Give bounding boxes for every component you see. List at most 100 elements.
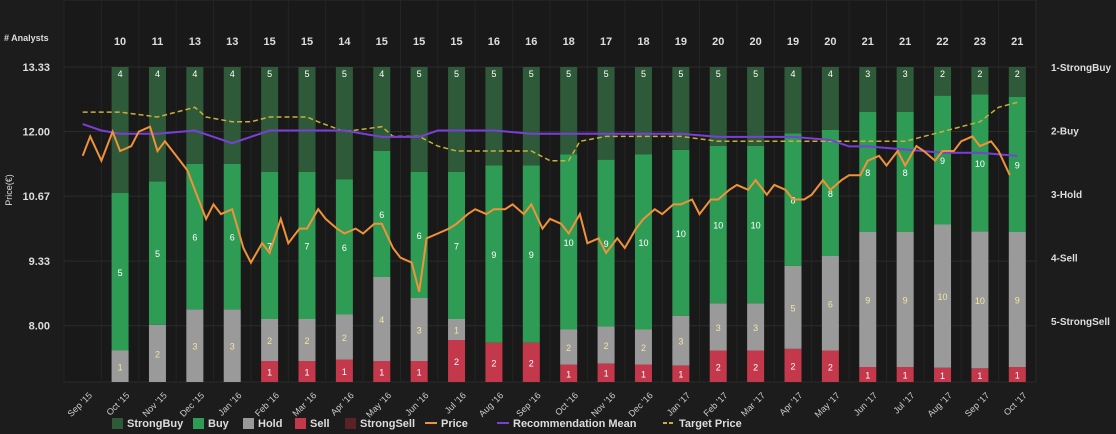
bar-strongbuy xyxy=(148,67,166,182)
bar-value-label: 10 xyxy=(676,229,686,239)
analyst-count: 19 xyxy=(787,36,799,48)
bar-sell xyxy=(709,350,727,382)
bar-hold xyxy=(223,309,241,382)
legend-swatch xyxy=(345,418,356,429)
bar-value-label: 6 xyxy=(417,231,422,241)
bar-hold xyxy=(448,319,466,340)
bar-sell xyxy=(373,361,391,382)
bar-strongbuy xyxy=(448,67,466,172)
bar-value-label: 3 xyxy=(716,323,721,333)
bar-value-label: 1 xyxy=(304,368,309,378)
analysts-axis-label: # Analysts xyxy=(4,33,49,43)
bar-value-label: 5 xyxy=(342,69,347,79)
bar-buy xyxy=(148,181,166,325)
bar-hold xyxy=(597,326,615,364)
analyst-count: 21 xyxy=(899,36,911,48)
bar-hold xyxy=(896,232,914,367)
bar-sell xyxy=(448,340,466,382)
bar-value-label: 4 xyxy=(379,69,384,79)
bar-value-label: 10 xyxy=(975,296,985,306)
bar-value-label: 5 xyxy=(267,69,272,79)
bar-strongbuy xyxy=(522,67,540,166)
bar-value-label: 6 xyxy=(379,210,384,220)
legend-label: Target Price xyxy=(679,418,742,430)
bar-strongbuy xyxy=(261,67,279,172)
bar-value-label: 1 xyxy=(641,369,646,379)
analyst-count: 10 xyxy=(114,36,126,48)
bar-value-label: 5 xyxy=(678,69,683,79)
bar-value-label: 3 xyxy=(903,69,908,79)
bar-value-label: 5 xyxy=(753,69,758,79)
bar-value-label: 3 xyxy=(753,323,758,333)
bar-value-label: 6 xyxy=(342,243,347,253)
analyst-count: 15 xyxy=(376,36,388,48)
bar-strongbuy xyxy=(373,67,391,151)
bar-value-label: 8 xyxy=(828,189,833,199)
analyst-count: 21 xyxy=(1011,36,1023,48)
bar-strongbuy xyxy=(597,67,615,160)
bar-sell xyxy=(410,361,428,382)
bar-value-label: 1 xyxy=(903,371,908,381)
bar-value-label: 3 xyxy=(230,342,235,352)
analyst-count: 15 xyxy=(450,36,462,48)
bar-value-label: 5 xyxy=(529,69,534,79)
legend-label: StrongBuy xyxy=(127,418,184,430)
bar-buy xyxy=(448,172,466,319)
bar-value-label: 9 xyxy=(940,156,945,166)
bar-sell xyxy=(1008,367,1026,382)
bar-value-label: 9 xyxy=(1015,161,1020,171)
bar-value-label: 1 xyxy=(940,371,945,381)
bar-sell xyxy=(971,368,989,382)
analyst-count: 13 xyxy=(189,36,201,48)
bar-sell xyxy=(335,359,353,382)
bar-value-label: 10 xyxy=(938,292,948,302)
bar-value-label: 9 xyxy=(1015,296,1020,306)
analyst-count: 18 xyxy=(637,36,649,48)
bar-strongbuy xyxy=(410,67,428,172)
bar-value-label: 9 xyxy=(903,296,908,306)
bar-value-label: 5 xyxy=(604,69,609,79)
bar-hold xyxy=(859,232,877,367)
bar-strongbuy xyxy=(1008,67,1026,97)
rating-label: 3-Hold xyxy=(1051,190,1082,201)
bar-value-label: 8 xyxy=(865,168,870,178)
analyst-count: 15 xyxy=(301,36,313,48)
bar-hold xyxy=(186,309,204,382)
bar-sell xyxy=(934,367,952,382)
bar-sell xyxy=(821,350,839,382)
bar-sell xyxy=(560,364,578,382)
bar-value-label: 5 xyxy=(641,69,646,79)
rating-label: 4-Sell xyxy=(1051,254,1078,265)
bar-value-label: 3 xyxy=(192,342,197,352)
bar-value-label: 2 xyxy=(604,341,609,351)
bar-value-label: 10 xyxy=(713,221,723,231)
bar-value-label: 1 xyxy=(604,369,609,379)
legend-swatch xyxy=(112,418,123,429)
bar-buy xyxy=(298,172,316,319)
bar-value-label: 7 xyxy=(304,242,309,252)
bar-sell xyxy=(747,350,765,382)
analyst-count: 14 xyxy=(338,36,351,48)
bar-value-label: 6 xyxy=(828,299,833,309)
bar-hold xyxy=(560,329,578,365)
bar-sell xyxy=(859,367,877,382)
bar-value-label: 10 xyxy=(564,238,574,248)
bar-buy xyxy=(597,159,615,327)
bar-sell xyxy=(485,342,503,382)
y-tick-label: 13.33 xyxy=(22,62,50,74)
legend-label: Hold xyxy=(258,418,282,430)
bar-value-label: 2 xyxy=(342,333,347,343)
rating-label: 5-StrongSell xyxy=(1051,317,1110,328)
bar-value-label: 2 xyxy=(716,362,721,372)
bar-value-label: 9 xyxy=(604,239,609,249)
legend-swatch xyxy=(243,418,254,429)
bar-hold xyxy=(634,329,652,365)
bar-sell xyxy=(522,342,540,382)
analyst-count: 22 xyxy=(936,36,948,48)
bar-value-label: 4 xyxy=(828,69,833,79)
y-tick-label: 8.00 xyxy=(29,321,50,333)
bar-value-label: 2 xyxy=(491,358,496,368)
bar-strongbuy xyxy=(485,67,503,166)
bar-value-label: 1 xyxy=(1015,371,1020,381)
